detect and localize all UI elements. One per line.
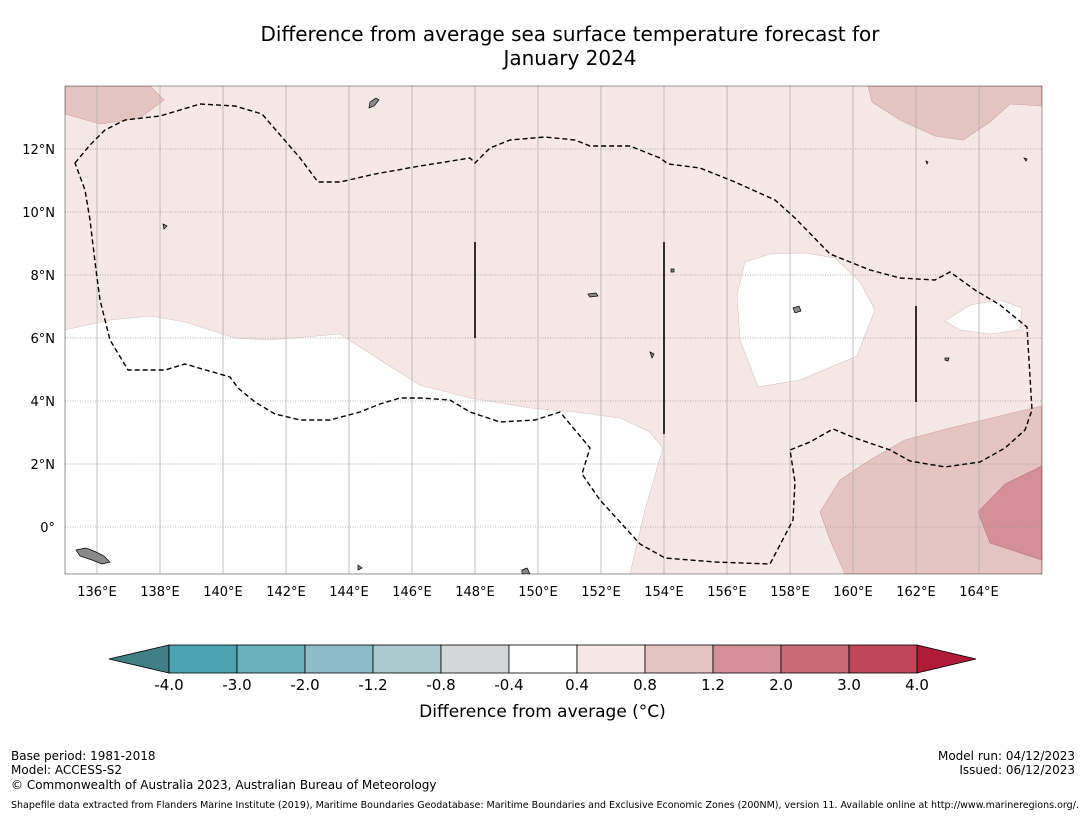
longitude-tick-label: 144°E [329,585,369,600]
longitude-tick-label: 158°E [770,585,810,600]
longitude-tick-label: 136°E [77,585,117,600]
longitude-tick-label: 142°E [266,585,306,600]
colorbar-tick-label: 0.8 [633,676,657,694]
longitude-tick-label: 156°E [707,585,747,600]
map-figure: 136°E 138°E 140°E 142°E 144°E 146°E 148°E 150°E… [0,0,1085,816]
longitude-tick-label: 140°E [203,585,243,600]
latitude-labels: 12°N 10°N 8°N 6°N 4°N 2°N 0° [22,143,55,536]
colorbar-tick-label: -1.2 [358,676,387,694]
colorbar-swatch [373,645,441,673]
colorbar-tick-label: -0.4 [494,676,523,694]
latitude-tick-label: 10°N [22,206,55,221]
latitude-tick-label: 2°N [31,458,56,473]
colorbar: -4.0 -3.0 -2.0 -1.2 -0.8 -0.4 0.4 0.8 1.2 2.0 3.0 4… [109,645,976,694]
latitude-tick-label: 4°N [31,395,56,410]
island [588,293,598,297]
colorbar-high-extend [917,645,976,673]
colorbar-swatch [849,645,917,673]
colorbar-swatch [237,645,305,673]
longitude-tick-label: 150°E [518,585,558,600]
colorbar-swatch [781,645,849,673]
longitude-tick-label: 160°E [833,585,873,600]
longitude-tick-label: 148°E [455,585,495,600]
island [671,269,674,272]
colorbar-tick-label: 1.2 [701,676,725,694]
colorbar-swatch [305,645,373,673]
issued-date: Issued: 06/12/2023 [959,763,1075,777]
colorbar-tick-label: -0.8 [426,676,455,694]
colorbar-tick-label: -2.0 [290,676,319,694]
colorbar-title: Difference from average (°C) [0,702,1085,722]
colorbar-low-extend [109,645,169,673]
colorbar-swatch [713,645,781,673]
island [945,358,949,361]
shapefile-credit: Shapefile data extracted from Flanders M… [11,799,1079,813]
colorbar-swatch [577,645,645,673]
longitude-labels: 136°E 138°E 140°E 142°E 144°E 146°E 148°E 150°E… [77,585,999,600]
longitude-tick-label: 154°E [644,585,684,600]
colorbar-tick-label: -3.0 [222,676,251,694]
colorbar-tick-label: 0.4 [565,676,589,694]
colorbar-swatch [509,645,577,673]
model-run: Model run: 04/12/2023 [938,749,1075,763]
colorbar-tick-label: 3.0 [837,676,861,694]
colorbar-swatch [169,645,237,673]
latitude-tick-label: 6°N [31,332,56,347]
map-panel [65,86,1042,574]
colorbar-tick-label: 2.0 [769,676,793,694]
base-period: Base period: 1981-2018 [11,749,156,763]
colorbar-swatch [645,645,713,673]
longitude-tick-label: 164°E [959,585,999,600]
latitude-tick-label: 0° [40,521,55,536]
latitude-tick-label: 12°N [22,143,55,158]
colorbar-swatch [441,645,509,673]
latitude-tick-label: 8°N [31,269,56,284]
colorbar-tick-label: 4.0 [905,676,929,694]
longitude-tick-label: 146°E [392,585,432,600]
copyright: © Commonwealth of Australia 2023, Austra… [11,778,436,792]
model-name: Model: ACCESS-S2 [11,763,122,777]
colorbar-tick-label: -4.0 [154,676,183,694]
longitude-tick-label: 152°E [581,585,621,600]
longitude-tick-label: 138°E [140,585,180,600]
longitude-tick-label: 162°E [896,585,936,600]
